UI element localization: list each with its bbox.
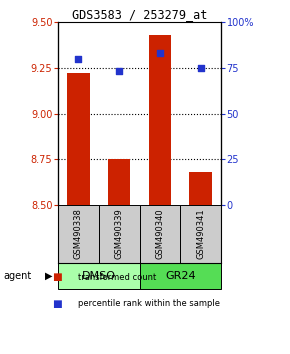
Bar bbox=[189, 172, 212, 205]
Bar bbox=[180, 205, 221, 263]
Bar bbox=[108, 159, 130, 205]
Bar bbox=[139, 205, 180, 263]
Bar bbox=[149, 35, 171, 205]
Text: GR24: GR24 bbox=[165, 271, 195, 281]
Bar bbox=[67, 73, 90, 205]
Text: percentile rank within the sample: percentile rank within the sample bbox=[78, 299, 220, 308]
Text: agent: agent bbox=[3, 271, 31, 281]
Text: GSM490341: GSM490341 bbox=[196, 209, 205, 259]
Point bbox=[157, 50, 162, 56]
Text: ▶: ▶ bbox=[45, 271, 52, 281]
Text: ■: ■ bbox=[52, 272, 62, 282]
Point bbox=[198, 65, 203, 70]
Point bbox=[76, 56, 81, 62]
Bar bbox=[58, 205, 99, 263]
Text: GSM490338: GSM490338 bbox=[74, 209, 83, 259]
Text: GSM490340: GSM490340 bbox=[155, 209, 164, 259]
Text: transformed count: transformed count bbox=[78, 273, 157, 282]
Point bbox=[117, 69, 122, 74]
Bar bbox=[139, 263, 221, 289]
Text: DMSO: DMSO bbox=[82, 271, 116, 281]
Title: GDS3583 / 253279_at: GDS3583 / 253279_at bbox=[72, 8, 207, 21]
Bar bbox=[58, 263, 139, 289]
Text: GSM490339: GSM490339 bbox=[115, 209, 124, 259]
Text: ■: ■ bbox=[52, 299, 62, 309]
Bar bbox=[99, 205, 139, 263]
